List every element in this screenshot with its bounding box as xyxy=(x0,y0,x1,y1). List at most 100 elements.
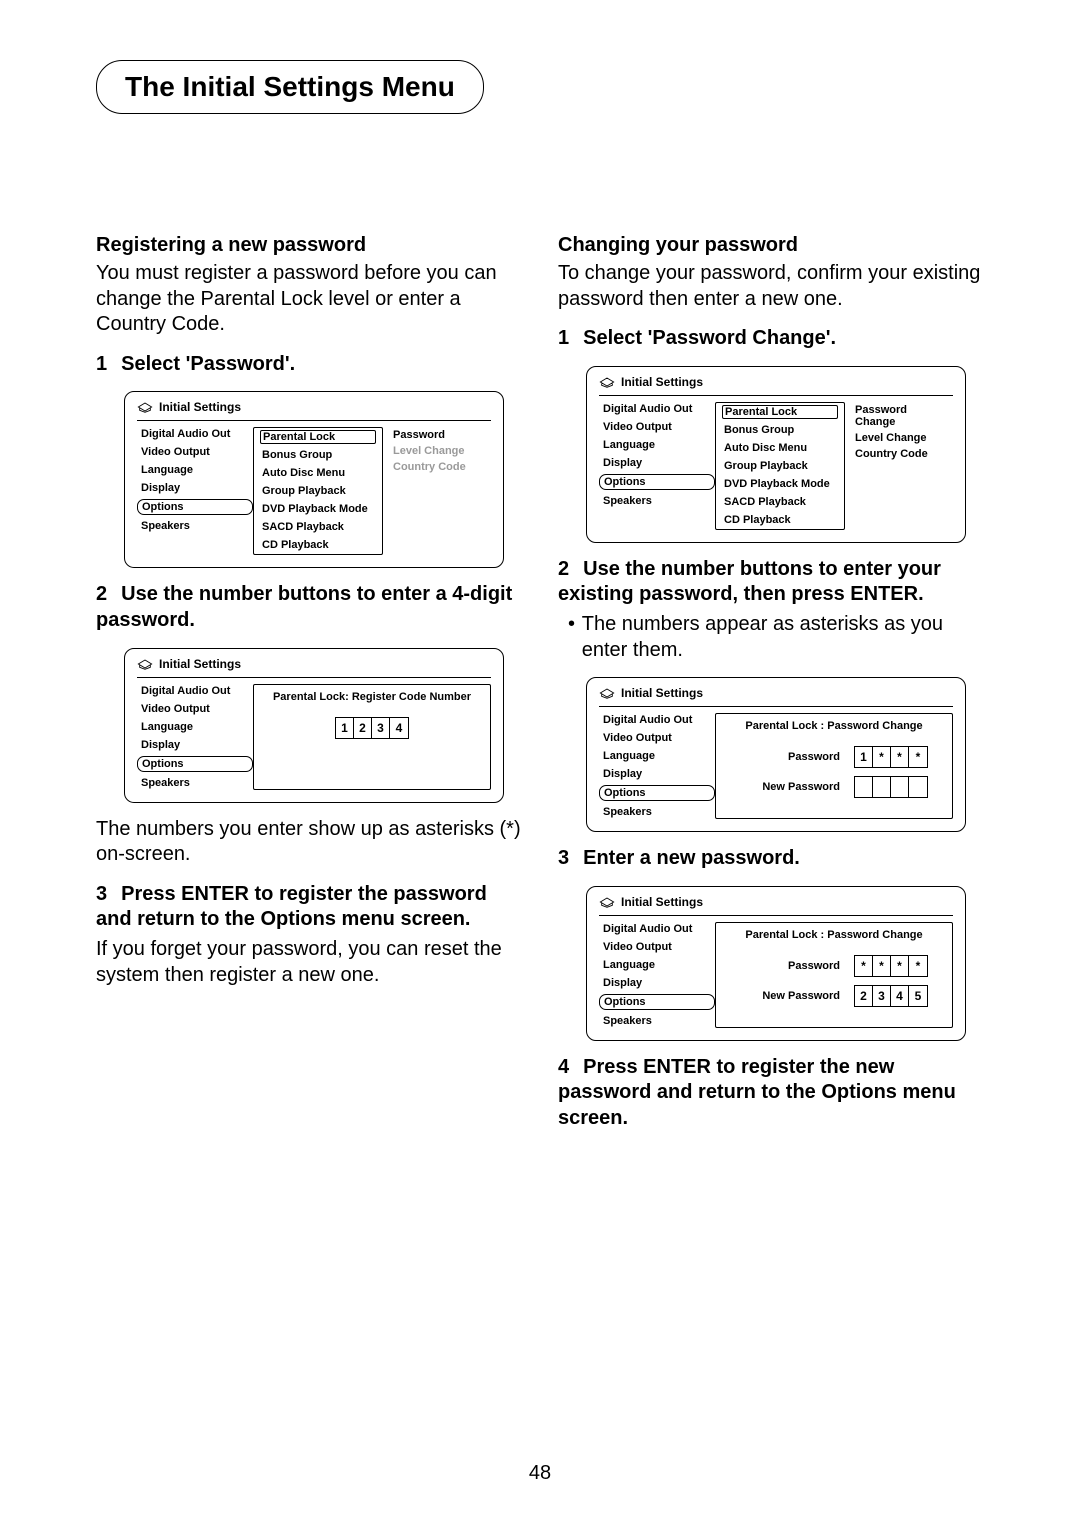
menu-mid-item[interactable]: Auto Disc Menu xyxy=(722,441,838,455)
menu-left-item[interactable]: Options xyxy=(137,499,253,515)
step-text: Enter a new password. xyxy=(583,847,800,869)
digit-cell[interactable]: 2 xyxy=(855,986,873,1006)
digit-cell[interactable]: * xyxy=(873,747,891,767)
menu-left-item[interactable]: Options xyxy=(599,785,715,801)
digit-cell[interactable]: 3 xyxy=(873,986,891,1006)
step-text: Use the number buttons to enter your exi… xyxy=(558,558,941,606)
menu-left-list: Digital Audio Out Video Output Language Dis… xyxy=(599,713,715,819)
new-password-label: New Password xyxy=(740,781,840,793)
menu-left-item[interactable]: Speakers xyxy=(137,519,253,533)
settings-icon xyxy=(599,376,615,388)
digit-cell[interactable]: 2 xyxy=(354,718,372,738)
menu-mid-item[interactable]: Group Playback xyxy=(722,459,838,473)
menu-left-list: Digital Audio Out Video Output Language Dis… xyxy=(599,402,715,530)
menu-mid-item[interactable]: CD Playback xyxy=(722,513,838,527)
menu-left-item[interactable]: Digital Audio Out xyxy=(599,713,715,727)
step-number: 4 xyxy=(558,1056,569,1078)
right-step4: 4Press ENTER to register the new passwor… xyxy=(558,1055,984,1132)
menu-left-item[interactable]: Language xyxy=(599,958,715,972)
menu-left-item[interactable]: Video Output xyxy=(599,731,715,745)
menu-right-item[interactable]: Country Code xyxy=(393,461,487,473)
menu-right-pane: Parental Lock : Password ChangePassword1… xyxy=(715,713,953,819)
menu-title-text: Initial Settings xyxy=(621,686,703,700)
step-number: 2 xyxy=(96,583,107,605)
menu-left-item[interactable]: Speakers xyxy=(137,776,253,790)
bullet-text: The numbers appear as asterisks as you e… xyxy=(582,612,984,663)
menu-right-item[interactable]: Country Code xyxy=(855,448,949,460)
menu-mid-item[interactable]: SACD Playback xyxy=(260,520,376,534)
left-step2: 2Use the number buttons to enter a 4-dig… xyxy=(96,582,522,633)
menu-mid-item[interactable]: DVD Playback Mode xyxy=(260,502,376,516)
left-column: Registering a new password You must regi… xyxy=(96,234,522,1132)
menu-title: Initial Settings xyxy=(599,895,953,909)
menu-left-item[interactable]: Language xyxy=(599,438,715,452)
left-step3: 3Press ENTER to register the password an… xyxy=(96,882,522,933)
menu-left-item[interactable]: Speakers xyxy=(599,805,715,819)
right-intro: To change your password, confirm your ex… xyxy=(558,261,984,312)
menu-title: Initial Settings xyxy=(137,657,491,671)
menu-left-item[interactable]: Options xyxy=(137,756,253,772)
menu-left-item[interactable]: Display xyxy=(599,456,715,470)
digit-cell[interactable]: * xyxy=(891,956,909,976)
menu-left-item[interactable]: Options xyxy=(599,474,715,490)
left-menu1: Initial SettingsDigital Audio OutVideo O… xyxy=(124,391,504,568)
digit-cell[interactable] xyxy=(855,777,873,797)
menu-right-item[interactable]: Level Change xyxy=(855,432,949,444)
menu-left-item[interactable]: Video Output xyxy=(599,420,715,434)
digit-cell[interactable]: 5 xyxy=(909,986,927,1006)
menu-left-item[interactable]: Digital Audio Out xyxy=(599,922,715,936)
menu-left-item[interactable]: Digital Audio Out xyxy=(599,402,715,416)
left-menu2: Initial Settings Digital Audio Out Video O… xyxy=(124,648,504,803)
menu-right-item[interactable]: Level Change xyxy=(393,445,487,457)
menu-left-item[interactable]: Display xyxy=(137,481,253,495)
menu-mid-item[interactable]: Bonus Group xyxy=(260,448,376,462)
menu-mid-item[interactable]: DVD Playback Mode xyxy=(722,477,838,491)
menu-title-text: Initial Settings xyxy=(159,657,241,671)
digit-cell[interactable]: * xyxy=(891,747,909,767)
menu-left-item[interactable]: Video Output xyxy=(599,940,715,954)
digit-cell[interactable]: 4 xyxy=(390,718,408,738)
menu-left-item[interactable]: Digital Audio Out xyxy=(137,427,253,441)
left-intro: You must register a password before you … xyxy=(96,261,522,338)
menu-left-item[interactable]: Display xyxy=(599,767,715,781)
step-number: 1 xyxy=(96,353,107,375)
digit-cell[interactable]: 3 xyxy=(372,718,390,738)
menu-left-item[interactable]: Speakers xyxy=(599,1014,715,1028)
menu-left-item[interactable]: Language xyxy=(137,463,253,477)
menu-mid-item[interactable]: CD Playback xyxy=(260,538,376,552)
menu-left-item[interactable]: Options xyxy=(599,994,715,1010)
menu-mid-item[interactable]: Group Playback xyxy=(260,484,376,498)
digit-cell[interactable]: 1 xyxy=(855,747,873,767)
menu-left-item[interactable]: Digital Audio Out xyxy=(137,684,253,698)
menu-left-item[interactable]: Video Output xyxy=(137,445,253,459)
menu-title-text: Initial Settings xyxy=(621,895,703,909)
digit-cell[interactable] xyxy=(873,777,891,797)
digit-cell[interactable]: * xyxy=(855,956,873,976)
menu-left-item[interactable]: Speakers xyxy=(599,494,715,508)
menu-left-item[interactable]: Language xyxy=(599,749,715,763)
settings-icon xyxy=(599,687,615,699)
menu-title: Initial Settings xyxy=(599,375,953,389)
menu-mid-item[interactable]: Parental Lock xyxy=(722,405,838,419)
right-menu2: Initial Settings Digital Audio Out Video O… xyxy=(586,677,966,832)
menu-mid-item[interactable]: SACD Playback xyxy=(722,495,838,509)
digit-cell[interactable]: 1 xyxy=(336,718,354,738)
menu-mid-item[interactable]: Auto Disc Menu xyxy=(260,466,376,480)
step-text: Press ENTER to register the new password… xyxy=(558,1056,956,1129)
menu-mid-item[interactable]: Bonus Group xyxy=(722,423,838,437)
menu-right-item[interactable]: Password xyxy=(393,429,487,441)
digit-cell[interactable]: 4 xyxy=(891,986,909,1006)
digit-cell[interactable]: * xyxy=(909,747,927,767)
menu-left-item[interactable]: Display xyxy=(599,976,715,990)
digit-cell[interactable] xyxy=(891,777,909,797)
menu-left-item[interactable]: Language xyxy=(137,720,253,734)
digit-cell[interactable]: * xyxy=(909,956,927,976)
menu-right-item[interactable]: Password Change xyxy=(855,404,949,428)
menu-left-item[interactable]: Video Output xyxy=(137,702,253,716)
digit-cell[interactable] xyxy=(909,777,927,797)
step-number: 3 xyxy=(96,883,107,905)
menu-mid-item[interactable]: Parental Lock xyxy=(260,430,376,444)
menu-left-item[interactable]: Display xyxy=(137,738,253,752)
digit-cell[interactable]: * xyxy=(873,956,891,976)
step-text: Press ENTER to register the password and… xyxy=(96,883,487,931)
